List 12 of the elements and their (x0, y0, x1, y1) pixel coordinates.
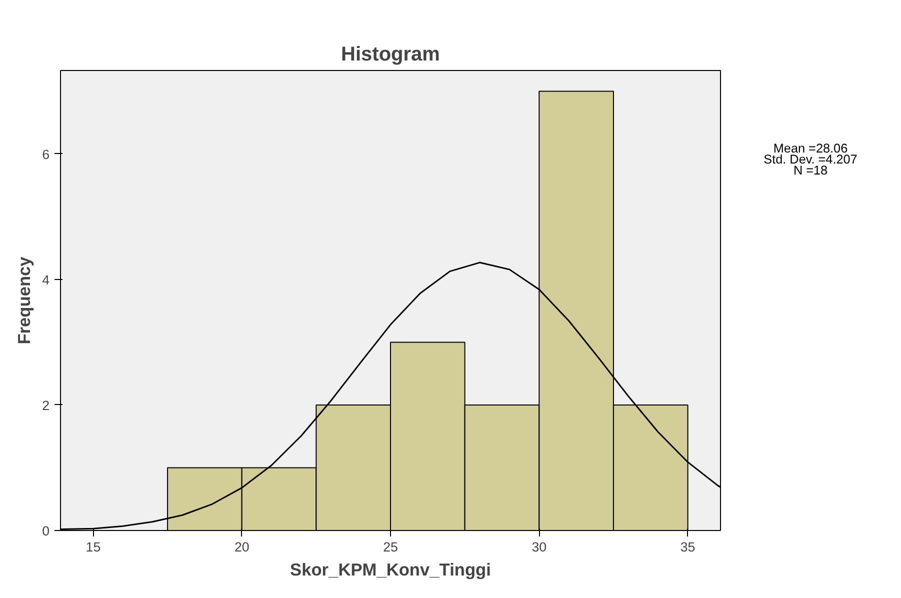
y-tick-label: 2 (42, 398, 50, 413)
chart-title: Histogram (341, 44, 440, 66)
y-tick-label: 6 (42, 146, 50, 162)
y-tick-label: 0 (42, 524, 50, 538)
x-axis-title: Skor_KPM_Konv_Tinggi (290, 560, 491, 580)
x-tick-label: 35 (680, 540, 696, 554)
x-tick-label: 20 (234, 540, 250, 554)
x-tick-label: 30 (532, 540, 547, 554)
y-tick-label: 4 (42, 272, 50, 288)
x-tick-label: 25 (383, 540, 398, 554)
x-tick-label: 15 (86, 540, 101, 554)
y-axis-title: Frequency (14, 256, 34, 344)
